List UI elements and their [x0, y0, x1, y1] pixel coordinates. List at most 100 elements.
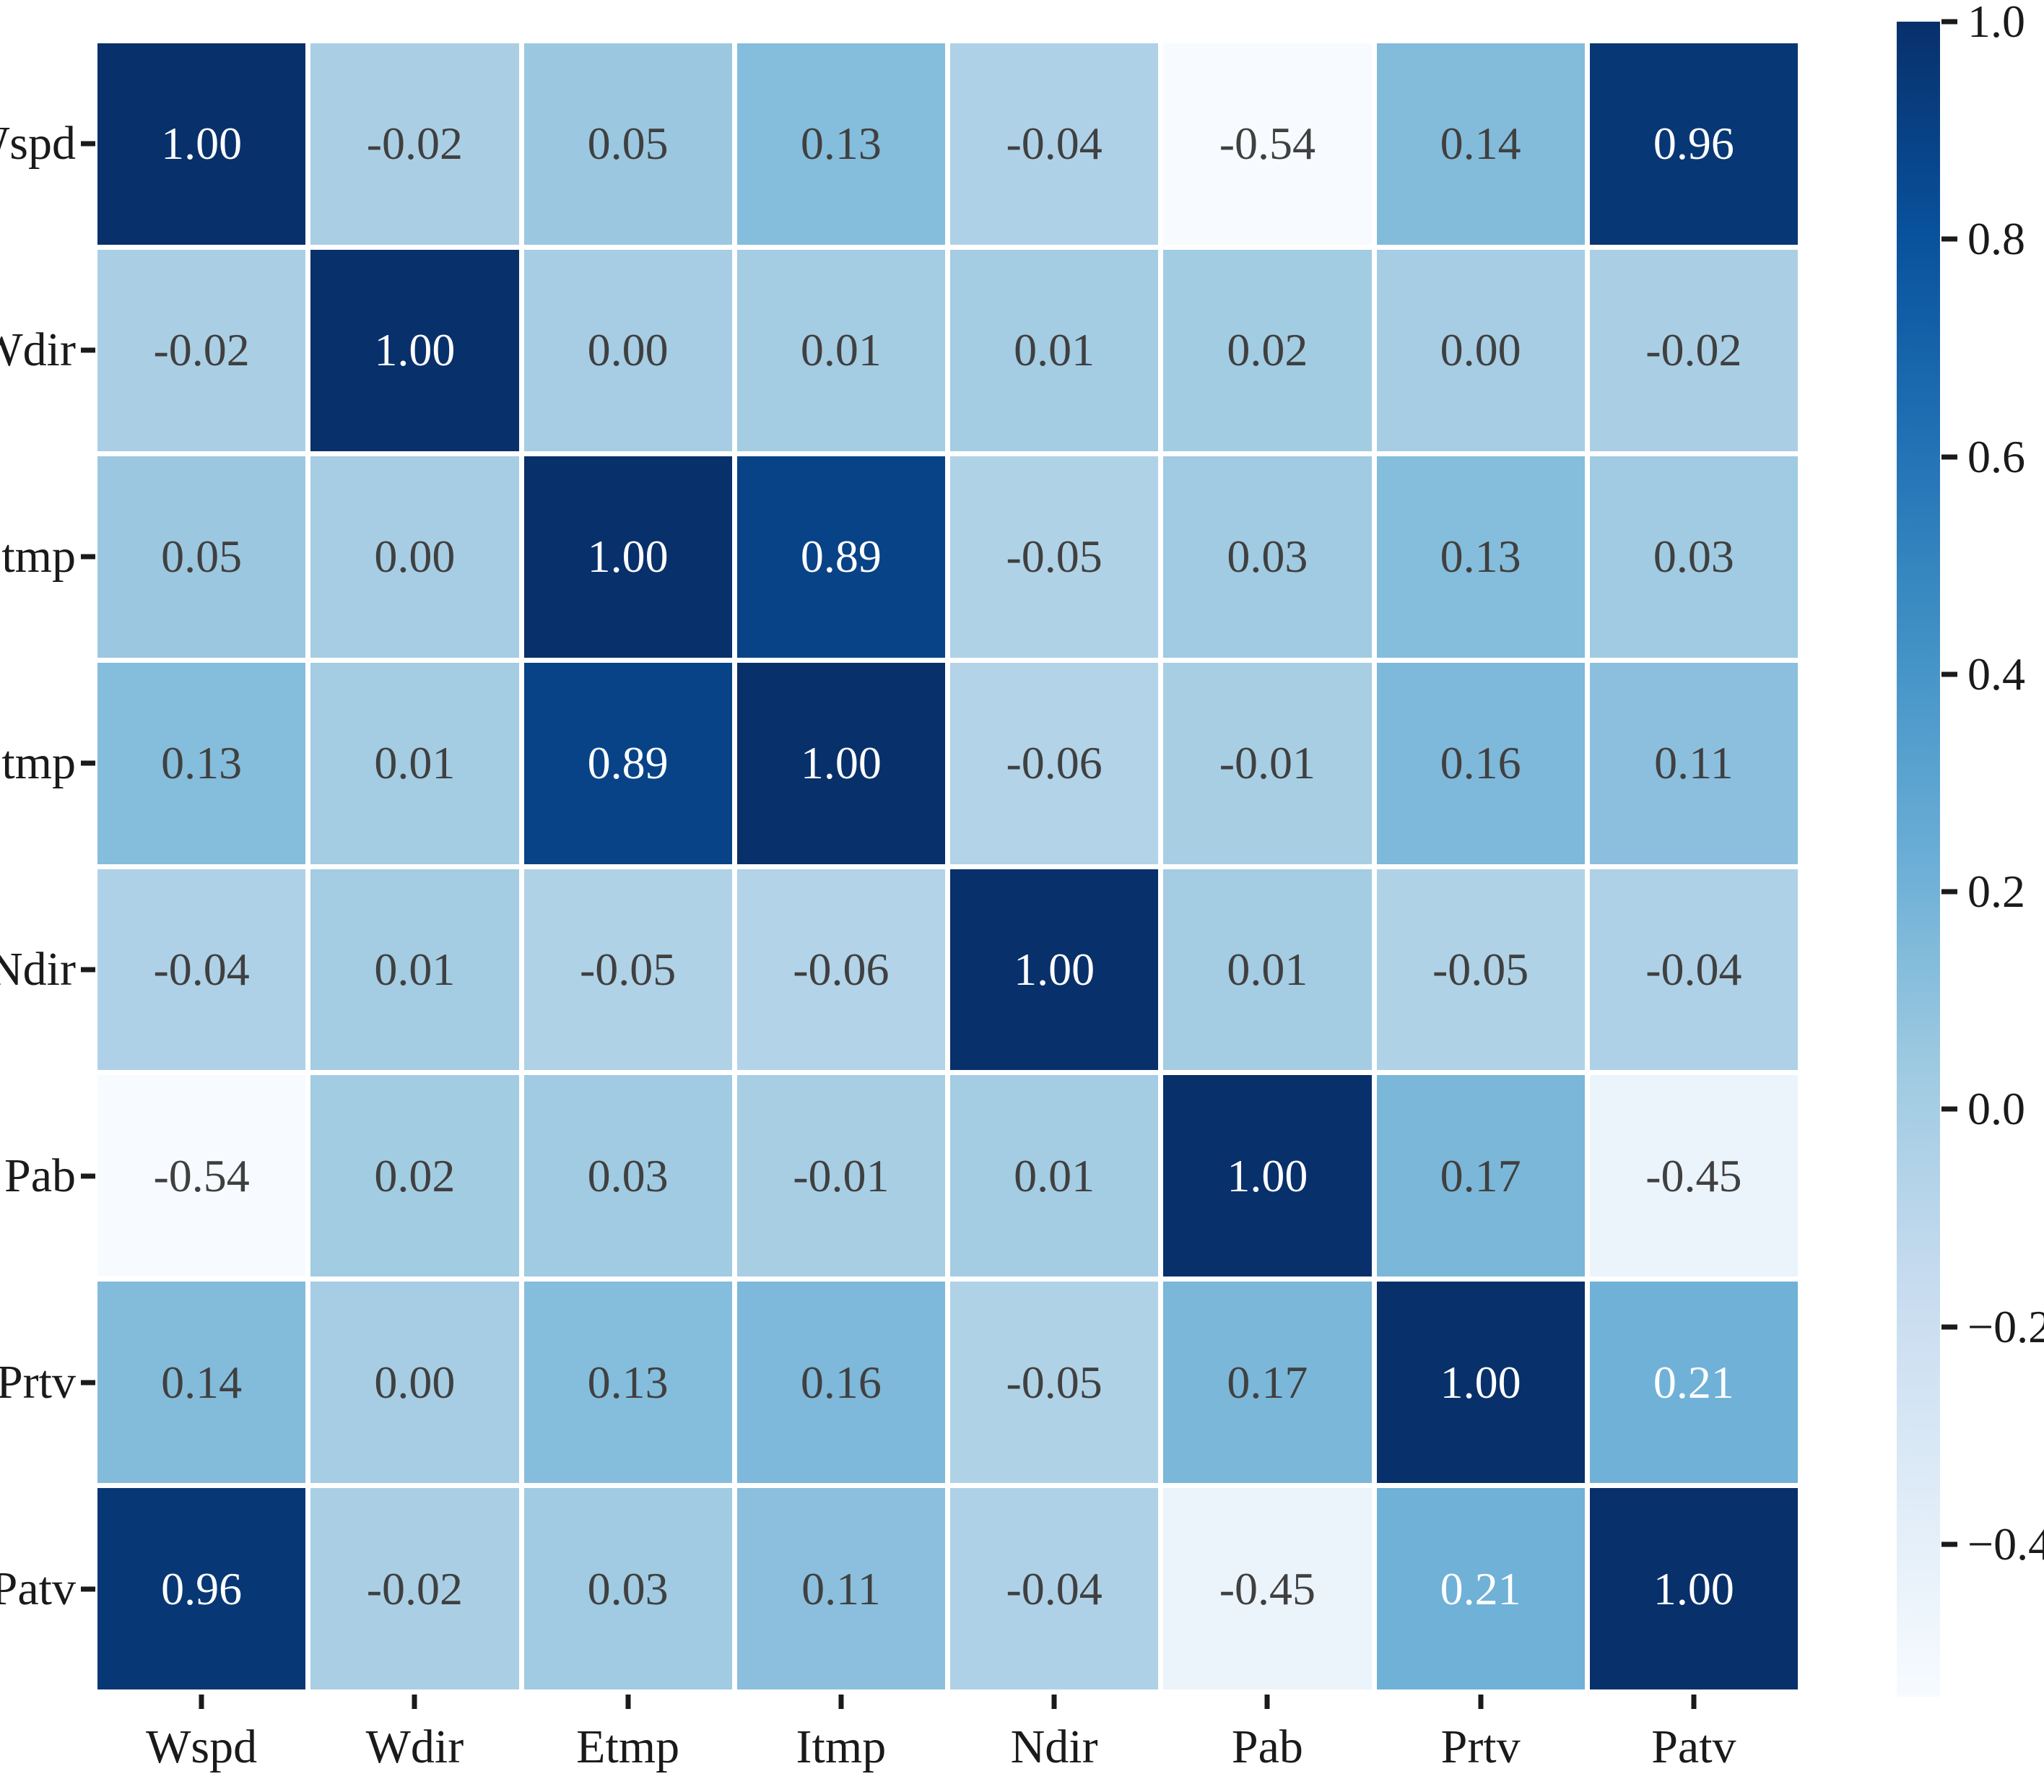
y-tick-mark — [81, 967, 95, 973]
x-tick-mark — [199, 1695, 204, 1709]
x-tick-label-Wspd: Wspd — [146, 1721, 258, 1773]
colorbar-tick-label-0.4: 0.4 — [1967, 648, 2025, 700]
colorbar-tick-label-0.6: 0.6 — [1967, 430, 2025, 482]
heatmap-cell-Patv-Itmp: 0.11 — [736, 1488, 945, 1689]
heatmap-cell-Wspd-Pab: -0.54 — [1163, 43, 1372, 245]
y-tick-label-Wdir: Wdir — [0, 323, 76, 377]
heatmap-cell-Pab-Itmp: -0.01 — [736, 1075, 945, 1277]
y-tick-label-Prtv: Prtv — [0, 1355, 76, 1409]
heatmap-cell-Ndir-Prtv: -0.05 — [1376, 869, 1585, 1071]
heatmap-cell-Ndir-Ndir: 1.00 — [950, 869, 1159, 1071]
colorbar-tick-mark — [1941, 1106, 1957, 1112]
heatmap-cell-Wdir-Pab: 0.02 — [1163, 249, 1372, 451]
y-tick-mark — [81, 1380, 95, 1386]
x-tick-mark — [838, 1695, 844, 1709]
heatmap-cell-Prtv-Wspd: 0.14 — [97, 1282, 306, 1484]
y-tick-label-Patv: Patv — [0, 1562, 76, 1615]
x-tick-label-Wdir: Wdir — [365, 1721, 464, 1773]
heatmap-cell-Patv-Prtv: 0.21 — [1376, 1488, 1585, 1689]
x-tick-label-Ndir: Ndir — [1010, 1721, 1098, 1773]
x-tick-mark — [1691, 1695, 1697, 1709]
y-tick-mark — [81, 347, 95, 353]
heatmap-cell-Patv-Wspd: 0.96 — [97, 1488, 306, 1689]
heatmap-cell-Pab-Patv: -0.45 — [1589, 1075, 1798, 1277]
heatmap-cell-Pab-Wdir: 0.02 — [310, 1075, 519, 1277]
heatmap-cell-Wdir-Itmp: 0.01 — [736, 249, 945, 451]
colorbar-tick-mark — [1941, 454, 1957, 460]
heatmap-cell-Ndir-Itmp: -0.06 — [736, 869, 945, 1071]
y-tick-label-Pab: Pab — [4, 1149, 76, 1202]
x-tick-mark — [1478, 1695, 1484, 1709]
colorbar-tick-mark — [1941, 236, 1957, 242]
x-tick-mark — [412, 1695, 417, 1709]
heatmap-cell-Itmp-Etmp: 0.89 — [523, 662, 732, 864]
colorbar: 1.0 0.8 0.6 0.4 0.2 0.0 −0.2 −0.4 — [1897, 0, 2044, 1697]
heatmap-cell-Patv-Patv: 1.00 — [1589, 1488, 1798, 1689]
heatmap-cell-Wspd-Patv: 0.96 — [1589, 43, 1798, 245]
heatmap-cell-Etmp-Etmp: 1.00 — [523, 456, 732, 658]
heatmap-cell-Wdir-Ndir: 0.01 — [950, 249, 1159, 451]
y-tick-mark — [81, 1173, 95, 1179]
x-tick-mark — [1051, 1695, 1057, 1709]
heatmap-cell-Etmp-Ndir: -0.05 — [950, 456, 1159, 658]
y-tick-label-Ndir: Ndir — [0, 942, 76, 996]
x-tick-mark — [625, 1695, 631, 1709]
heatmap-cell-Prtv-Ndir: -0.05 — [950, 1282, 1159, 1484]
heatmap-cell-Prtv-Pab: 0.17 — [1163, 1282, 1372, 1484]
heatmap-cell-Patv-Pab: -0.45 — [1163, 1488, 1372, 1689]
y-tick-mark — [81, 760, 95, 766]
heatmap-cell-Patv-Etmp: 0.03 — [523, 1488, 732, 1689]
heatmap-cell-Ndir-Pab: 0.01 — [1163, 869, 1372, 1071]
heatmap-cell-Pab-Ndir: 0.01 — [950, 1075, 1159, 1277]
heatmap-cell-Pab-Wspd: -0.54 — [97, 1075, 306, 1277]
colorbar-tick-label-0.0: 0.0 — [1967, 1083, 2025, 1135]
heatmap-cell-Prtv-Itmp: 0.16 — [736, 1282, 945, 1484]
heatmap-cell-Wspd-Wspd: 1.00 — [97, 43, 306, 245]
heatmap-cell-Itmp-Wdir: 0.01 — [310, 662, 519, 864]
heatmap-cell-Itmp-Pab: -0.01 — [1163, 662, 1372, 864]
colorbar-gradient — [1897, 22, 1940, 1697]
heatmap-cell-Etmp-Prtv: 0.13 — [1376, 456, 1585, 658]
y-tick-label-Wspd: Wspd — [0, 117, 76, 170]
heatmap-cell-Ndir-Wdir: 0.01 — [310, 869, 519, 1071]
heatmap-cell-Prtv-Prtv: 1.00 — [1376, 1282, 1585, 1484]
colorbar-tick-label-1.0: 1.0 — [1967, 0, 2025, 47]
heatmap-cell-Wdir-Etmp: 0.00 — [523, 249, 732, 451]
y-tick-label-Itmp: Itmp — [0, 736, 76, 790]
heatmap-cell-Pab-Prtv: 0.17 — [1376, 1075, 1585, 1277]
heatmap-cell-Pab-Pab: 1.00 — [1163, 1075, 1372, 1277]
heatmap-cell-Ndir-Wspd: -0.04 — [97, 869, 306, 1071]
heatmap-cell-Wdir-Patv: -0.02 — [1589, 249, 1798, 451]
colorbar-tick-label-0.2: 0.2 — [1967, 866, 2025, 918]
heatmap-cell-Wspd-Ndir: -0.04 — [950, 43, 1159, 245]
heatmap-cell-Etmp-Itmp: 0.89 — [736, 456, 945, 658]
x-tick-mark — [1264, 1695, 1270, 1709]
heatmap-cell-Prtv-Patv: 0.21 — [1589, 1282, 1798, 1484]
x-tick-label-Etmp: Etmp — [576, 1721, 680, 1773]
heatmap-cell-Wspd-Itmp: 0.13 — [736, 43, 945, 245]
y-tick-mark — [81, 554, 95, 560]
colorbar-tick-mark — [1941, 671, 1957, 677]
heatmap-cell-Itmp-Patv: 0.11 — [1589, 662, 1798, 864]
colorbar-tick-mark — [1941, 889, 1957, 895]
heatmap-cell-Pab-Etmp: 0.03 — [523, 1075, 732, 1277]
colorbar-tick-mark — [1941, 1541, 1957, 1547]
heatmap-cell-Prtv-Etmp: 0.13 — [523, 1282, 732, 1484]
heatmap-cell-Itmp-Itmp: 1.00 — [736, 662, 945, 864]
heatmap-cell-Wdir-Wdir: 1.00 — [310, 249, 519, 451]
heatmap-cell-Ndir-Etmp: -0.05 — [523, 869, 732, 1071]
heatmap-cell-Itmp-Ndir: -0.06 — [950, 662, 1159, 864]
heatmap-cell-Ndir-Patv: -0.04 — [1589, 869, 1798, 1071]
heatmap-cell-Wdir-Prtv: 0.00 — [1376, 249, 1585, 451]
y-tick-label-Etmp: Etmp — [0, 530, 76, 583]
heatmap-cell-Wdir-Wspd: -0.02 — [97, 249, 306, 451]
heatmap-cell-Etmp-Wspd: 0.05 — [97, 456, 306, 658]
colorbar-tick-label-−0.2: −0.2 — [1967, 1300, 2044, 1352]
x-tick-label-Itmp: Itmp — [796, 1721, 887, 1773]
heatmap-cell-Itmp-Wspd: 0.13 — [97, 662, 306, 864]
heatmap-cell-Wspd-Etmp: 0.05 — [523, 43, 732, 245]
heatmap-cell-Patv-Ndir: -0.04 — [950, 1488, 1159, 1689]
colorbar-tick-mark — [1941, 19, 1957, 25]
heatmap-cell-Wspd-Prtv: 0.14 — [1376, 43, 1585, 245]
